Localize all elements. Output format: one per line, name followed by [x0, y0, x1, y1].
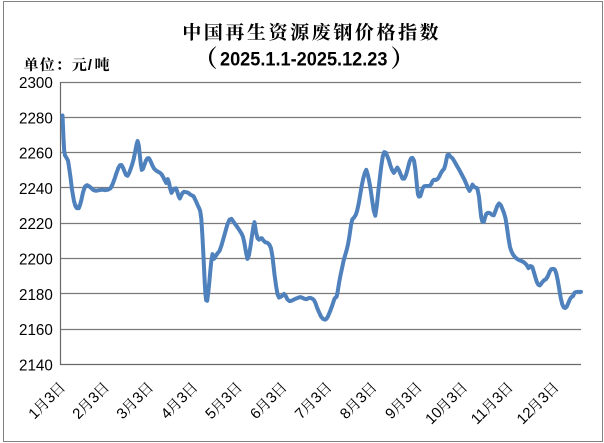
svg-text:2160: 2160: [19, 322, 53, 339]
svg-text:2180: 2180: [19, 287, 53, 304]
svg-text:2200: 2200: [19, 252, 53, 269]
svg-text:2260: 2260: [19, 146, 53, 163]
svg-text:2240: 2240: [19, 181, 53, 198]
svg-text:2300: 2300: [19, 75, 53, 92]
svg-text:2280: 2280: [19, 110, 53, 127]
svg-text:2025.1.1-2025.12.23: 2025.1.1-2025.12.23: [220, 50, 388, 71]
svg-text:2140: 2140: [19, 358, 53, 375]
svg-text:2220: 2220: [19, 216, 53, 233]
svg-text:/: /: [88, 57, 93, 74]
